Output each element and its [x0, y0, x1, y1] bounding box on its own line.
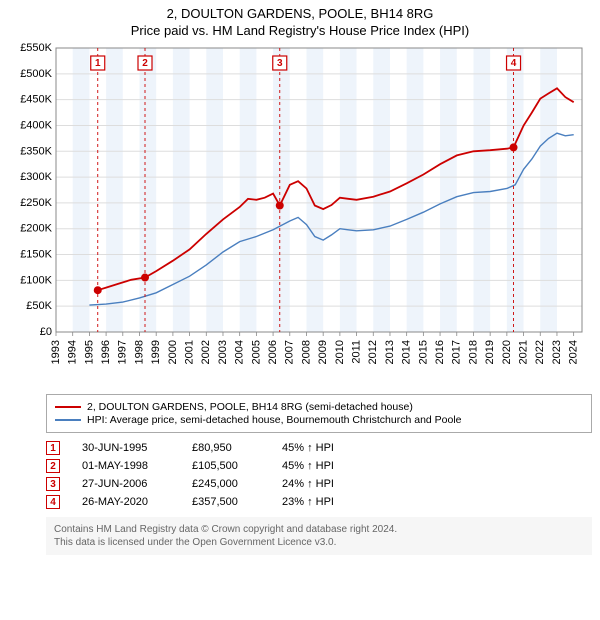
- svg-text:£300K: £300K: [20, 171, 52, 183]
- svg-text:2013: 2013: [384, 340, 396, 364]
- svg-text:1997: 1997: [117, 340, 129, 364]
- svg-text:2022: 2022: [534, 340, 546, 364]
- sale-pct-3: 24% ↑ HPI: [282, 478, 392, 490]
- sale-price-2: £105,500: [192, 460, 282, 472]
- svg-text:4: 4: [511, 58, 517, 69]
- svg-text:2003: 2003: [217, 340, 229, 364]
- svg-text:2014: 2014: [401, 340, 413, 364]
- sale-date-3: 27-JUN-2006: [82, 478, 192, 490]
- svg-text:£450K: £450K: [20, 94, 52, 106]
- svg-text:2012: 2012: [367, 340, 379, 364]
- svg-text:£50K: £50K: [26, 300, 52, 312]
- legend-swatch-price-paid: [55, 406, 81, 408]
- svg-text:2009: 2009: [317, 340, 329, 364]
- svg-text:2020: 2020: [501, 340, 513, 364]
- legend-label-hpi: HPI: Average price, semi-detached house,…: [87, 414, 462, 426]
- svg-text:2000: 2000: [167, 340, 179, 364]
- svg-text:2005: 2005: [250, 340, 262, 364]
- svg-text:2001: 2001: [183, 340, 195, 364]
- footnote-line2: This data is licensed under the Open Gov…: [54, 536, 584, 549]
- svg-text:2010: 2010: [334, 340, 346, 364]
- title-address: 2, DOULTON GARDENS, POOLE, BH14 8RG: [10, 6, 590, 21]
- sale-price-1: £80,950: [192, 442, 282, 454]
- sale-pct-4: 23% ↑ HPI: [282, 496, 392, 508]
- sale-row-4: 4 26-MAY-2020 £357,500 23% ↑ HPI: [46, 495, 592, 509]
- sale-pct-1: 45% ↑ HPI: [282, 442, 392, 454]
- sale-row-3: 3 27-JUN-2006 £245,000 24% ↑ HPI: [46, 477, 592, 491]
- sale-price-3: £245,000: [192, 478, 282, 490]
- svg-text:1999: 1999: [150, 340, 162, 364]
- svg-text:£150K: £150K: [20, 249, 52, 261]
- svg-text:£100K: £100K: [20, 274, 52, 286]
- svg-text:2023: 2023: [551, 340, 563, 364]
- footnote-line1: Contains HM Land Registry data © Crown c…: [54, 523, 584, 536]
- sale-date-4: 26-MAY-2020: [82, 496, 192, 508]
- title-subtitle: Price paid vs. HM Land Registry's House …: [10, 23, 590, 38]
- legend-item-price-paid: 2, DOULTON GARDENS, POOLE, BH14 8RG (sem…: [55, 401, 583, 413]
- legend: 2, DOULTON GARDENS, POOLE, BH14 8RG (sem…: [46, 394, 592, 433]
- sales-table: 1 30-JUN-1995 £80,950 45% ↑ HPI 2 01-MAY…: [46, 441, 592, 509]
- svg-text:3: 3: [277, 58, 283, 69]
- svg-text:2006: 2006: [267, 340, 279, 364]
- chart-container: 2, DOULTON GARDENS, POOLE, BH14 8RG Pric…: [0, 0, 600, 620]
- svg-text:2017: 2017: [451, 340, 463, 364]
- svg-text:2018: 2018: [467, 340, 479, 364]
- svg-text:2019: 2019: [484, 340, 496, 364]
- sale-row-2: 2 01-MAY-1998 £105,500 45% ↑ HPI: [46, 459, 592, 473]
- svg-text:£550K: £550K: [20, 42, 52, 54]
- sale-marker-1: 1: [46, 441, 60, 455]
- svg-text:2016: 2016: [434, 340, 446, 364]
- svg-text:1996: 1996: [100, 340, 112, 364]
- sale-marker-3: 3: [46, 477, 60, 491]
- svg-text:£500K: £500K: [20, 68, 52, 80]
- svg-text:2015: 2015: [417, 340, 429, 364]
- legend-label-price-paid: 2, DOULTON GARDENS, POOLE, BH14 8RG (sem…: [87, 401, 413, 413]
- svg-text:£250K: £250K: [20, 197, 52, 209]
- footnote: Contains HM Land Registry data © Crown c…: [46, 517, 592, 555]
- sale-price-4: £357,500: [192, 496, 282, 508]
- legend-swatch-hpi: [55, 419, 81, 421]
- sale-row-1: 1 30-JUN-1995 £80,950 45% ↑ HPI: [46, 441, 592, 455]
- legend-item-hpi: HPI: Average price, semi-detached house,…: [55, 414, 583, 426]
- svg-text:2024: 2024: [568, 340, 580, 364]
- svg-text:1998: 1998: [133, 340, 145, 364]
- svg-text:2007: 2007: [284, 340, 296, 364]
- chart-area: £0 £50K £100K £150K £200K £250K £300K £350K £400…: [10, 40, 590, 390]
- sale-marker-2: 2: [46, 459, 60, 473]
- svg-text:£200K: £200K: [20, 223, 52, 235]
- chart-svg: £0 £50K £100K £150K £200K £250K £300K £350K £400…: [10, 40, 590, 390]
- svg-text:1993: 1993: [50, 340, 62, 364]
- svg-text:2008: 2008: [300, 340, 312, 364]
- svg-text:2004: 2004: [234, 340, 246, 364]
- svg-text:2: 2: [142, 58, 148, 69]
- svg-text:£0: £0: [40, 326, 52, 338]
- svg-text:2011: 2011: [350, 340, 362, 364]
- title-block: 2, DOULTON GARDENS, POOLE, BH14 8RG Pric…: [0, 0, 600, 40]
- svg-text:£400K: £400K: [20, 119, 52, 131]
- sale-marker-4: 4: [46, 495, 60, 509]
- sale-pct-2: 45% ↑ HPI: [282, 460, 392, 472]
- sale-date-1: 30-JUN-1995: [82, 442, 192, 454]
- svg-text:1995: 1995: [83, 340, 95, 364]
- svg-text:2021: 2021: [517, 340, 529, 364]
- sale-date-2: 01-MAY-1998: [82, 460, 192, 472]
- svg-text:2002: 2002: [200, 340, 212, 364]
- svg-text:1: 1: [95, 58, 101, 69]
- svg-text:£350K: £350K: [20, 145, 52, 157]
- svg-text:1994: 1994: [67, 340, 79, 364]
